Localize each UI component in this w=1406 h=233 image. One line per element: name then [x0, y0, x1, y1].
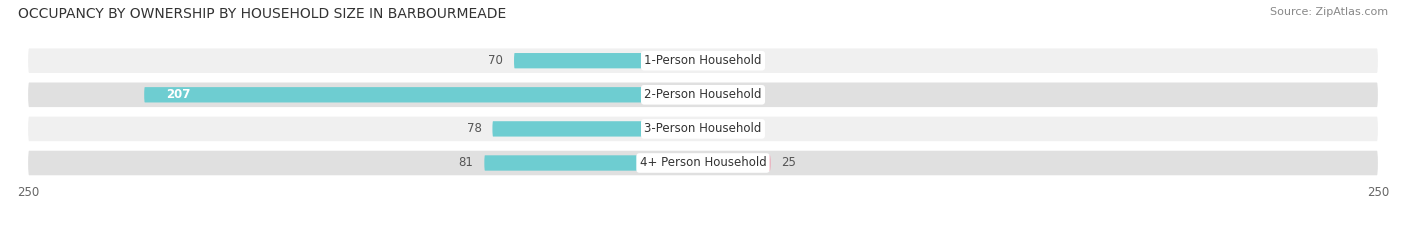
FancyBboxPatch shape: [145, 87, 703, 103]
FancyBboxPatch shape: [28, 116, 1378, 141]
Text: Source: ZipAtlas.com: Source: ZipAtlas.com: [1270, 7, 1388, 17]
FancyBboxPatch shape: [484, 155, 703, 171]
FancyBboxPatch shape: [28, 48, 1378, 73]
FancyBboxPatch shape: [28, 82, 1378, 107]
Text: 0: 0: [714, 122, 721, 135]
FancyBboxPatch shape: [703, 53, 730, 68]
Text: OCCUPANCY BY OWNERSHIP BY HOUSEHOLD SIZE IN BARBOURMEADE: OCCUPANCY BY OWNERSHIP BY HOUSEHOLD SIZE…: [18, 7, 506, 21]
Text: 81: 81: [458, 157, 474, 169]
FancyBboxPatch shape: [492, 121, 703, 137]
Text: 25: 25: [782, 157, 796, 169]
Text: 2-Person Household: 2-Person Household: [644, 88, 762, 101]
Text: 0: 0: [714, 88, 721, 101]
FancyBboxPatch shape: [28, 151, 1378, 175]
Text: 70: 70: [488, 54, 503, 67]
Text: 207: 207: [166, 88, 190, 101]
FancyBboxPatch shape: [703, 155, 770, 171]
Text: 78: 78: [467, 122, 482, 135]
Text: 4+ Person Household: 4+ Person Household: [640, 157, 766, 169]
Text: 10: 10: [741, 54, 755, 67]
FancyBboxPatch shape: [515, 53, 703, 68]
Text: 1-Person Household: 1-Person Household: [644, 54, 762, 67]
Text: 3-Person Household: 3-Person Household: [644, 122, 762, 135]
